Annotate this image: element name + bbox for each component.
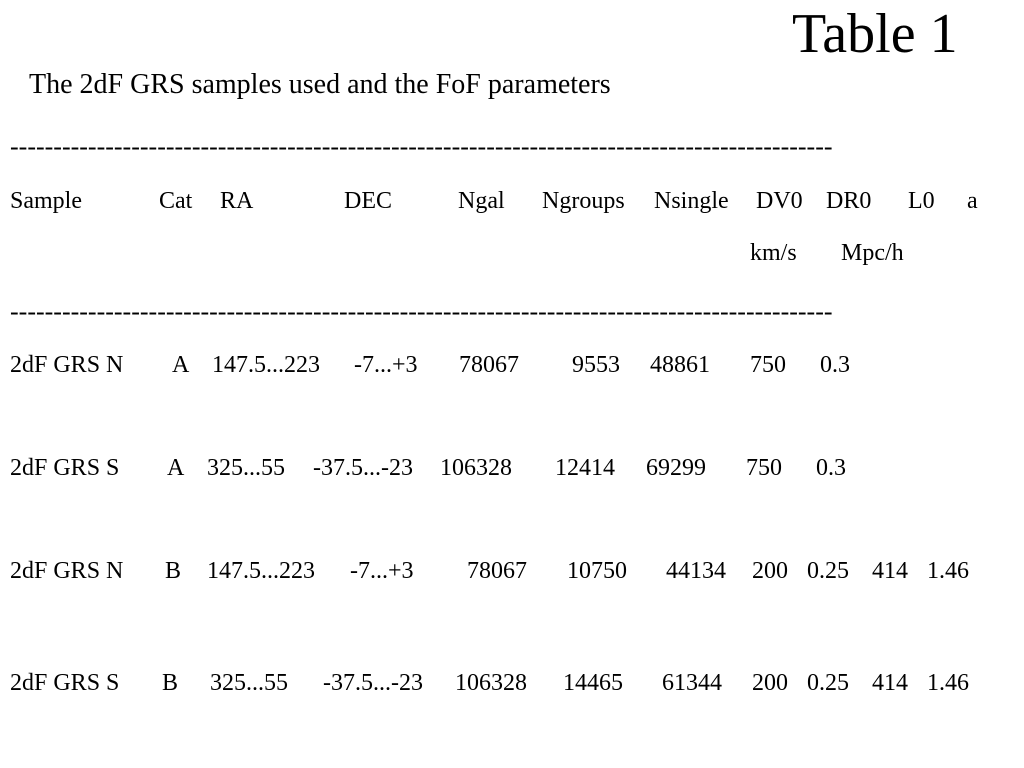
table-title: Table 1: [792, 3, 958, 65]
cell-ngroups: 10750: [567, 558, 627, 584]
cell-l0: 414: [872, 670, 908, 696]
header-nsingle: Nsingle: [654, 188, 729, 214]
header-l0: L0: [908, 188, 935, 214]
cell-nsingle: 61344: [662, 670, 722, 696]
cell-dec: -7...+3: [354, 352, 418, 378]
cell-nsingle: 69299: [646, 455, 706, 481]
cell-ngal: 78067: [467, 558, 527, 584]
cell-nsingle: 44134: [666, 558, 726, 584]
header-ngal: Ngal: [458, 188, 505, 214]
cell-cat: A: [172, 352, 190, 378]
cell-ngal: 106328: [440, 455, 512, 481]
cell-dv0: 200: [752, 558, 788, 584]
header-dr0: DR0: [826, 188, 872, 214]
cell-dr0: 0.3: [820, 352, 850, 378]
cell-nsingle: 48861: [650, 352, 710, 378]
table-caption: The 2dF GRS samples used and the FoF par…: [29, 69, 611, 100]
cell-ngal: 106328: [455, 670, 527, 696]
cell-ra: 325...55: [210, 670, 288, 696]
cell-dr0: 0.3: [816, 455, 846, 481]
cell-ra: 325...55: [207, 455, 285, 481]
cell-ngroups: 12414: [555, 455, 615, 481]
top-divider: ----------------------------------------…: [10, 134, 833, 160]
header-ra: RA: [220, 188, 254, 214]
cell-dec: -7...+3: [350, 558, 414, 584]
cell-cat: B: [165, 558, 182, 584]
unit-dr0: Mpc/h: [841, 240, 904, 266]
cell-ra: 147.5...223: [212, 352, 320, 378]
cell-sample: 2dF GRS N: [10, 558, 124, 584]
cell-cat: B: [162, 670, 179, 696]
cell-dv0: 750: [750, 352, 786, 378]
cell-a: 1.46: [927, 670, 969, 696]
cell-cat: A: [167, 455, 185, 481]
cell-ra: 147.5...223: [207, 558, 315, 584]
cell-dec: -37.5...-23: [323, 670, 423, 696]
cell-ngroups: 9553: [572, 352, 620, 378]
cell-ngroups: 14465: [563, 670, 623, 696]
bottom-divider: ----------------------------------------…: [10, 299, 833, 325]
cell-a: 1.46: [927, 558, 969, 584]
cell-sample: 2dF GRS S: [10, 670, 120, 696]
header-dv0: DV0: [756, 188, 803, 214]
cell-sample: 2dF GRS N: [10, 352, 124, 378]
header-dec: DEC: [344, 188, 392, 214]
header-cat: Cat: [159, 188, 193, 214]
cell-dec: -37.5...-23: [313, 455, 413, 481]
cell-dv0: 200: [752, 670, 788, 696]
unit-dv0: km/s: [750, 240, 797, 266]
header-ngroups: Ngroups: [542, 188, 625, 214]
header-sample: Sample: [10, 188, 82, 214]
cell-l0: 414: [872, 558, 908, 584]
cell-dv0: 750: [746, 455, 782, 481]
cell-ngal: 78067: [459, 352, 519, 378]
cell-dr0: 0.25: [807, 670, 849, 696]
header-a: a: [967, 188, 978, 214]
cell-sample: 2dF GRS S: [10, 455, 120, 481]
cell-dr0: 0.25: [807, 558, 849, 584]
